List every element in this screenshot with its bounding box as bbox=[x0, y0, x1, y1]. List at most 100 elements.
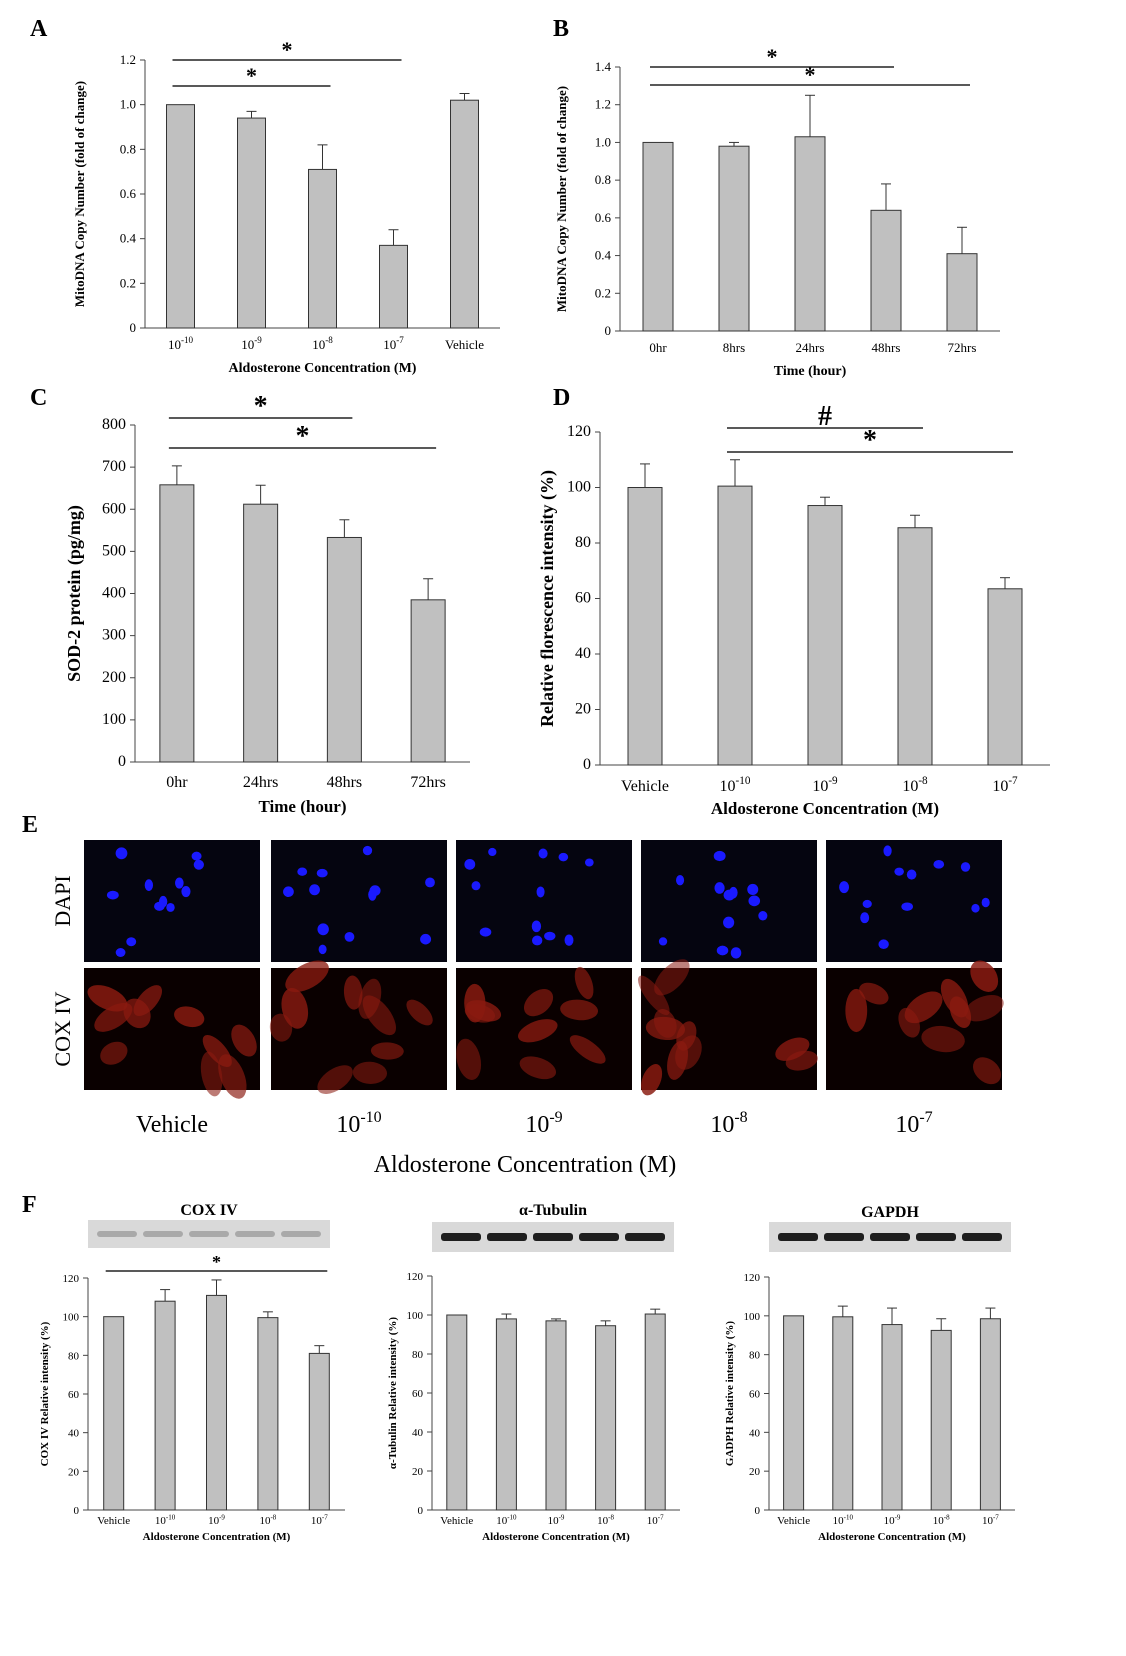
nucleus bbox=[981, 897, 990, 908]
y-axis-label: SOD-2 protein (pg/mg) bbox=[64, 505, 85, 682]
nucleus bbox=[723, 916, 735, 929]
y-tick-label: 800 bbox=[102, 416, 126, 433]
image-background bbox=[641, 840, 817, 962]
nucleus bbox=[839, 881, 850, 894]
bar bbox=[783, 1315, 805, 1511]
y-tick-label: 700 bbox=[102, 458, 126, 475]
panel-label: B bbox=[553, 16, 569, 42]
y-tick-label: 120 bbox=[63, 1273, 80, 1285]
y-tick-label: 1.2 bbox=[120, 52, 136, 67]
x-tick-label: 10-10 bbox=[833, 1514, 854, 1528]
bar bbox=[326, 536, 362, 763]
cell bbox=[100, 1041, 128, 1065]
nucleus bbox=[730, 947, 742, 959]
x-tick-label: 10-10 bbox=[496, 1514, 517, 1528]
x-tick-label: 24hrs bbox=[243, 774, 279, 791]
nucleus bbox=[894, 867, 904, 876]
blot-band bbox=[916, 1233, 956, 1241]
y-tick-label: 60 bbox=[68, 1389, 80, 1401]
blot-title: α-Tubulin bbox=[519, 1202, 587, 1219]
x-tick-label: 10-9 bbox=[241, 335, 262, 352]
blot-band bbox=[870, 1233, 910, 1241]
bar bbox=[243, 503, 279, 763]
bar bbox=[644, 1313, 666, 1511]
nucleus bbox=[464, 858, 476, 870]
image-background bbox=[84, 840, 260, 962]
nucleus bbox=[901, 902, 913, 911]
y-tick-label: 200 bbox=[102, 669, 126, 686]
bar bbox=[897, 527, 933, 766]
nucleus bbox=[714, 882, 725, 894]
x-tick-label: 72hrs bbox=[410, 774, 446, 791]
bar bbox=[595, 1325, 617, 1511]
bar bbox=[717, 485, 753, 766]
dapi-image bbox=[84, 840, 260, 962]
blot-title: COX IV bbox=[180, 1202, 238, 1219]
cell bbox=[370, 1042, 404, 1060]
bar bbox=[979, 1318, 1001, 1511]
microscopy-panel: E DAPI COX IV Vehicle 10-10 10-9 10-8 10-7 Aldos… bbox=[22, 812, 1004, 1178]
x-tick-label: Vehicle bbox=[97, 1515, 130, 1527]
y-tick-label: 40 bbox=[68, 1428, 80, 1440]
x-tick-label: 72hrs bbox=[948, 340, 977, 355]
chart-f3: 0 20 40 60 80 100 120 Vehicle 10-10 10-9 10-8 10-7 G… bbox=[724, 1204, 1015, 1543]
cell bbox=[202, 1034, 232, 1068]
cell bbox=[518, 1019, 558, 1043]
cell bbox=[775, 1037, 810, 1061]
x-tick-label: 48hrs bbox=[327, 774, 363, 791]
significance-mark: * bbox=[767, 44, 778, 69]
y-tick-label: 20 bbox=[68, 1466, 80, 1478]
y-tick-label: 1.2 bbox=[595, 97, 611, 112]
nucleus bbox=[191, 851, 202, 861]
blot-band bbox=[281, 1231, 321, 1237]
blot-band bbox=[533, 1233, 573, 1241]
x-tick-label: 10-8 bbox=[259, 1514, 276, 1528]
nucleus bbox=[144, 879, 154, 891]
y-tick-label: 0.4 bbox=[595, 248, 612, 263]
y-tick-label: 300 bbox=[102, 627, 126, 644]
nucleus bbox=[344, 931, 355, 942]
significance-mark: # bbox=[818, 401, 832, 432]
y-tick-label: 0 bbox=[118, 753, 126, 770]
nucleus bbox=[658, 937, 668, 946]
bar bbox=[446, 1314, 468, 1511]
y-axis-label: α-Tubulin Relative intensity (%) bbox=[387, 1317, 399, 1469]
panel-label: A bbox=[30, 16, 48, 42]
chart-b: 0 0.2 0.4 0.6 0.8 1.0 1.2 1.4 0hr 8hrs 24hrs 48hrs 7… bbox=[553, 16, 1000, 379]
y-tick-label: 100 bbox=[407, 1310, 424, 1322]
panel-label: F bbox=[22, 1192, 37, 1218]
cell bbox=[654, 959, 690, 996]
nucleus bbox=[181, 885, 191, 898]
nucleus bbox=[420, 933, 432, 945]
x-tick-label: 10-7 bbox=[647, 1514, 664, 1528]
y-tick-label: 20 bbox=[749, 1466, 761, 1478]
nucleus bbox=[532, 935, 543, 946]
y-axis-label: Relative florescence intensity (%) bbox=[537, 470, 558, 727]
x-tick-label: 10-7 bbox=[311, 1514, 328, 1528]
y-tick-label: 120 bbox=[567, 423, 591, 440]
nucleus bbox=[283, 886, 294, 897]
y-tick-label: 0 bbox=[755, 1505, 761, 1517]
chart-c: 0 100 200 300 400 500 600 700 800 0hr 24hrs 48hrs 72… bbox=[30, 385, 470, 816]
bar bbox=[930, 1329, 952, 1511]
y-tick-label: 100 bbox=[567, 479, 591, 496]
y-tick-label: 0 bbox=[418, 1505, 424, 1517]
bar bbox=[308, 1352, 330, 1511]
bar bbox=[495, 1318, 517, 1511]
blot-band bbox=[189, 1231, 229, 1237]
blot-band bbox=[579, 1233, 619, 1241]
cell bbox=[174, 1006, 205, 1028]
nucleus bbox=[193, 859, 204, 870]
bar bbox=[807, 505, 843, 766]
blot-title: GAPDH bbox=[861, 1204, 919, 1221]
bar bbox=[627, 487, 663, 766]
cell bbox=[281, 987, 309, 1029]
bar bbox=[881, 1324, 903, 1511]
y-tick-label: 40 bbox=[749, 1427, 761, 1439]
blot-band bbox=[143, 1231, 183, 1237]
nucleus bbox=[316, 868, 328, 878]
cell bbox=[466, 1000, 502, 1022]
significance-mark: * bbox=[246, 63, 257, 88]
y-axis-label: MitoDNA Copy Number (fold of change) bbox=[554, 86, 569, 312]
